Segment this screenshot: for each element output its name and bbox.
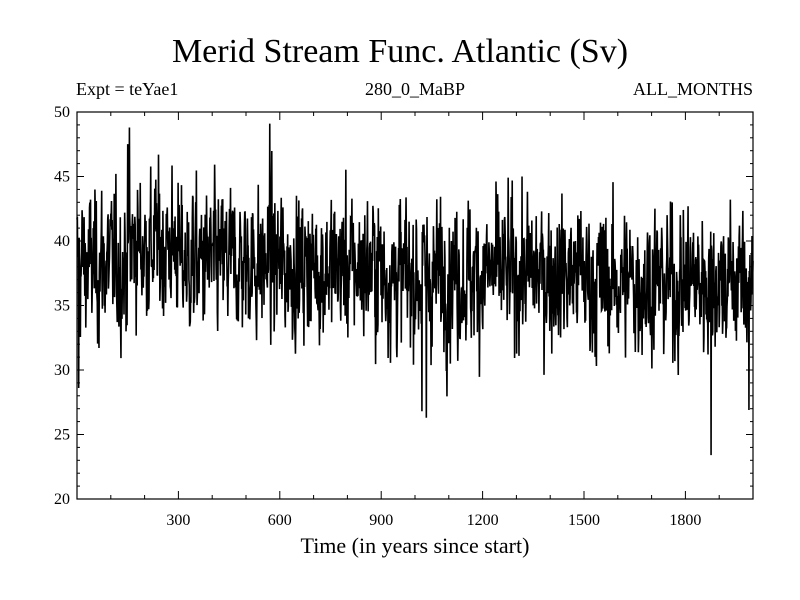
period-label: 280_0_MaBP <box>364 79 465 99</box>
chart-title: Merid Stream Func. Atlantic (Sv) <box>171 33 629 70</box>
series-line <box>76 123 754 456</box>
x-tick-label: 600 <box>268 512 292 529</box>
axis-layer: 20 25 30 35 40 45 50 300 600 900 1200 1500 1800 <box>54 104 753 529</box>
experiment-label: Expt = teYae1 <box>76 79 179 99</box>
y-tick-label: 35 <box>54 298 70 315</box>
y-tick-label: 25 <box>54 427 70 444</box>
series-layer <box>76 123 754 456</box>
y-tick-label: 45 <box>54 169 70 186</box>
x-tick-label: 900 <box>369 512 393 529</box>
y-tick-label: 40 <box>54 233 70 250</box>
months-label: ALL_MONTHS <box>633 79 753 99</box>
y-tick-label: 50 <box>54 104 70 121</box>
y-tick-label: 20 <box>54 491 70 508</box>
x-tick-label: 1800 <box>669 512 701 529</box>
x-tick-label: 1500 <box>568 512 600 529</box>
x-axis-label: Time (in years since start) <box>301 533 530 558</box>
x-tick-label: 1200 <box>467 512 499 529</box>
y-tick-label: 30 <box>54 362 70 379</box>
x-tick-label: 300 <box>166 512 190 529</box>
